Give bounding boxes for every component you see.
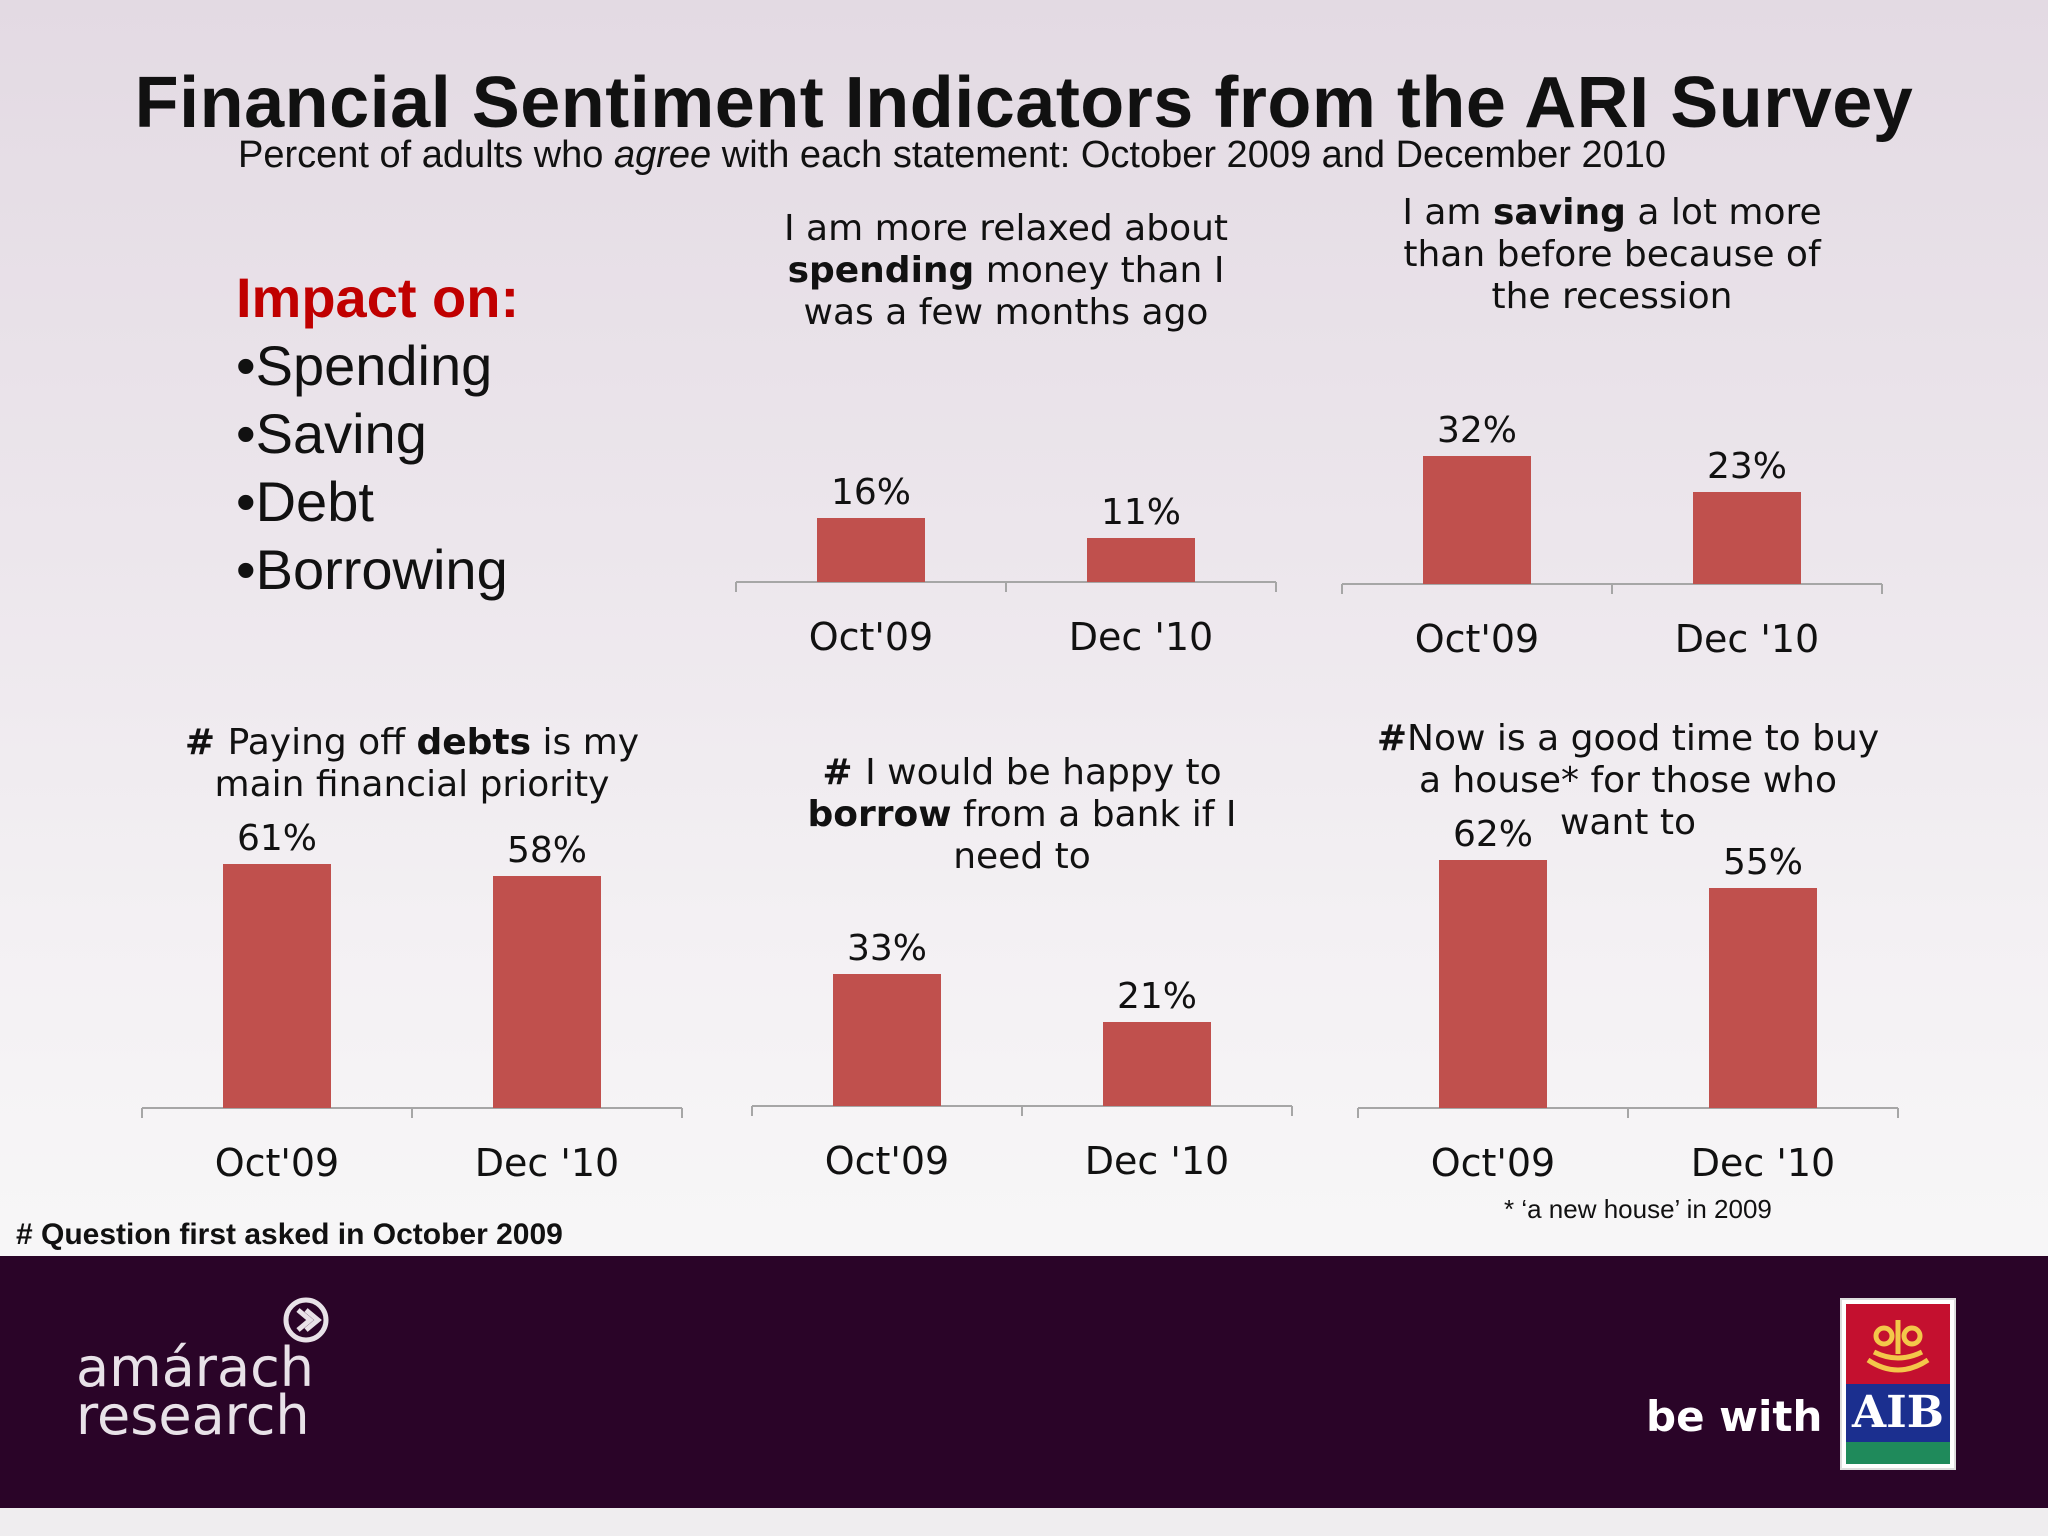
chart-title-segment: Now is a good time to buy	[1407, 718, 1880, 759]
data-label: 11%	[1101, 492, 1181, 533]
bar	[1693, 492, 1801, 584]
chart-title-segment: was a few months ago	[803, 292, 1209, 333]
chart-title-segment: spending	[787, 250, 975, 291]
data-label: 33%	[847, 928, 927, 969]
chart-title-segment: money than I	[974, 250, 1225, 291]
chart-title-segment: debts	[416, 722, 532, 763]
page-subtitle: Percent of adults who agree with each st…	[238, 134, 1666, 177]
page-title: Financial Sentiment Indicators from the …	[134, 63, 1914, 143]
category-label: Dec '10	[1069, 615, 1213, 659]
data-label: 23%	[1707, 446, 1787, 487]
chart-title: I am saving a lot more than before becaus…	[1342, 192, 1882, 318]
chart-title-segment: main financial priority	[214, 764, 610, 805]
category-label: Oct'09	[809, 615, 934, 659]
impact-heading: Impact on:	[236, 266, 520, 329]
chart-title-segment: #	[1376, 718, 1408, 759]
bar-chart-svg: 61% Oct'09 58% Dec '10	[141, 818, 683, 1185]
category-label: Dec '10	[475, 1141, 619, 1185]
aib-logo-text: AIB	[1852, 1387, 1944, 1438]
chart-title-segment: Paying off	[227, 722, 417, 763]
bar-chart-svg: 32% Oct'09 23% Dec '10	[1341, 410, 1883, 661]
amarach-logo-line1: amárach	[76, 1336, 314, 1399]
category-label: Oct'09	[825, 1139, 950, 1183]
data-label: 16%	[831, 472, 911, 513]
chart-title: I am more relaxed about spending money th…	[736, 208, 1276, 334]
category-label: Dec '10	[1085, 1139, 1229, 1183]
impact-item-debt: •Debt	[236, 470, 374, 533]
category-label: Dec '10	[1675, 617, 1819, 661]
chart-title-segment: the recession	[1491, 276, 1733, 317]
bar-chart-svg: 16% Oct'09 11% Dec '10	[735, 472, 1277, 659]
impact-item-saving: •Saving	[236, 402, 427, 465]
bar	[1087, 538, 1195, 582]
chart-title-segment: #	[184, 722, 228, 763]
chart-title-segment: want to	[1559, 802, 1697, 843]
chart-title-segment: from a bank if I	[951, 794, 1237, 835]
bar	[223, 864, 331, 1108]
chart-debts: # Paying off debts is my main financial p…	[141, 718, 683, 1198]
chart-spending: I am more relaxed about spending money th…	[735, 204, 1277, 684]
impact-item-borrowing: •Borrowing	[236, 538, 508, 601]
chart-title-segment: a house* for those who	[1418, 760, 1838, 801]
bar	[1709, 888, 1817, 1108]
chart-note: * ‘a new house’ in 2009	[1504, 1194, 1772, 1224]
chart-title-segment: is my	[531, 722, 640, 763]
bar	[833, 974, 941, 1106]
chart-title-segment: #	[822, 752, 866, 793]
data-label: 58%	[507, 830, 587, 871]
chart-title: # Paying off debts is my main financial p…	[142, 722, 682, 806]
category-label: Dec '10	[1691, 1141, 1835, 1185]
bar	[1423, 456, 1531, 584]
chart-house: #Now is a good time to buy a house* for t…	[1357, 718, 1899, 1198]
chart-saving: I am saving a lot more than before becaus…	[1341, 192, 1883, 682]
data-label: 61%	[237, 818, 317, 859]
bar-chart-svg: 62% Oct'09 55% Dec '10	[1357, 814, 1899, 1185]
chart-title-segment: I would be happy to	[865, 752, 1222, 793]
aib-logo: AIB	[1840, 1298, 1956, 1470]
chart-borrow: # I would be happy to borrow from a bank …	[751, 752, 1293, 1198]
chart-title-segment: I am	[1402, 192, 1493, 233]
aib-crest-icon	[1846, 1304, 1950, 1384]
subtitle-after: with each statement: October 2009 and De…	[711, 134, 1666, 176]
data-label: 55%	[1723, 842, 1803, 883]
bar	[1439, 860, 1547, 1108]
bar-chart-svg: 33% Oct'09 21% Dec '10	[751, 928, 1293, 1183]
chart-title-segment: than before because of	[1403, 234, 1821, 275]
data-label: 62%	[1453, 814, 1533, 855]
data-label: 32%	[1437, 410, 1517, 451]
bar	[817, 518, 925, 582]
chart-title-segment: borrow	[807, 794, 952, 835]
amarach-logo: amárach research	[76, 1297, 329, 1447]
chart-title: # I would be happy to borrow from a bank …	[752, 752, 1292, 878]
impact-list: Impact on: •Spending •Saving •Debt •Borr…	[236, 264, 519, 604]
bar	[493, 876, 601, 1108]
footer-bar: amárach research be with AIB	[0, 1256, 2048, 1508]
subtitle-emphasis: agree	[614, 134, 712, 176]
chart-title-segment: a lot more	[1625, 192, 1822, 233]
category-label: Oct'09	[215, 1141, 340, 1185]
impact-item-spending: •Spending	[236, 334, 493, 397]
bar	[1103, 1022, 1211, 1106]
subtitle-before: Percent of adults who	[238, 134, 614, 176]
chart-title-segment: need to	[953, 836, 1091, 877]
data-label: 21%	[1117, 976, 1197, 1017]
chart-title: #Now is a good time to buy a house* for t…	[1358, 718, 1898, 844]
aib-slogan: be with	[1646, 1392, 1823, 1441]
category-label: Oct'09	[1415, 617, 1540, 661]
footnote: # Question first asked in October 2009	[16, 1218, 563, 1251]
chevron-circle-icon	[283, 1297, 329, 1343]
chart-title-segment: I am more relaxed about	[783, 208, 1229, 249]
amarach-logo-line2: research	[76, 1384, 310, 1447]
category-label: Oct'09	[1431, 1141, 1556, 1185]
chart-title-segment: saving	[1492, 192, 1626, 233]
